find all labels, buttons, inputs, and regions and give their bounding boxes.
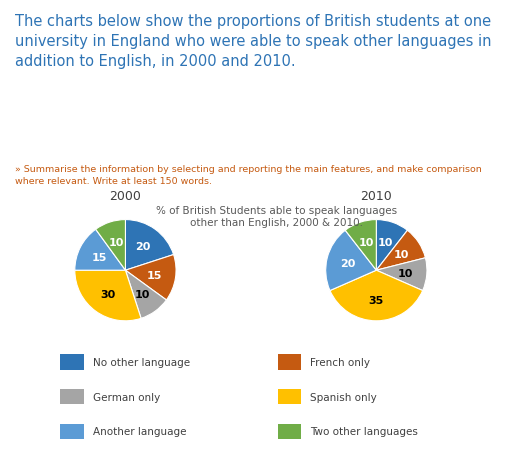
Text: The charts below show the proportions of British students at one
university in E: The charts below show the proportions of… [15,14,492,69]
Wedge shape [75,230,125,271]
Wedge shape [96,220,125,271]
Text: 10: 10 [135,289,151,299]
Bar [278,389,302,405]
Wedge shape [376,258,427,291]
Bar [60,424,84,439]
Text: 15: 15 [147,270,162,280]
Wedge shape [376,231,425,271]
Text: French only: French only [310,357,370,367]
Bar [278,424,302,439]
Wedge shape [125,271,166,319]
Wedge shape [376,220,408,271]
Bar [60,389,84,405]
Text: 10: 10 [398,268,413,278]
Bar [278,354,302,370]
Wedge shape [330,271,423,321]
Text: 15: 15 [92,252,107,262]
Text: No other language: No other language [93,357,189,367]
Text: Another language: Another language [93,427,186,437]
Wedge shape [345,220,376,271]
Text: 30: 30 [100,289,116,299]
Text: 10: 10 [393,249,409,260]
Text: 20: 20 [135,242,151,252]
Wedge shape [326,231,376,291]
Title: 2010: 2010 [360,189,392,202]
Text: Spanish only: Spanish only [310,392,377,402]
Text: » Summarise the information by selecting and reporting the main features, and ma: » Summarise the information by selecting… [15,165,482,185]
Text: Two other languages: Two other languages [310,427,418,437]
Text: 20: 20 [340,258,355,268]
Text: 10: 10 [378,238,394,248]
Text: 35: 35 [369,295,384,305]
Text: 10: 10 [109,238,124,248]
Wedge shape [125,255,176,300]
Text: 10: 10 [359,238,374,248]
Bar [60,354,84,370]
Wedge shape [125,220,174,271]
Title: 2000: 2000 [110,189,141,202]
Wedge shape [75,271,141,321]
Text: % of British Students able to speak languages
other than English, 2000 & 2010.: % of British Students able to speak lang… [156,205,397,228]
Text: German only: German only [93,392,160,402]
